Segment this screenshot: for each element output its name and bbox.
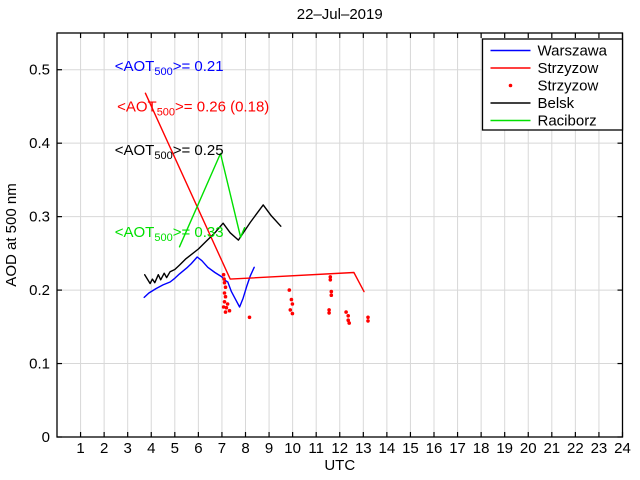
series-scatter-strzyzow — [221, 272, 370, 325]
scatter-point — [329, 289, 334, 294]
scatter-point — [221, 305, 226, 309]
scatter-point — [289, 297, 294, 302]
x-tick-label: 2 — [100, 440, 108, 457]
x-tick-label: 12 — [331, 440, 348, 457]
scatter-point — [329, 293, 334, 298]
x-tick-label: 15 — [402, 440, 419, 457]
x-tick-label: 1 — [76, 440, 84, 457]
scatter-point — [222, 291, 227, 295]
scatter-point — [328, 275, 333, 279]
series-line-warszawa — [143, 256, 255, 308]
x-tick-label: 11 — [308, 440, 324, 457]
scatter-point — [221, 272, 226, 277]
legend-label: Raciborz — [538, 113, 597, 130]
annotation-2: <AOT500>= 0.25 — [115, 142, 224, 162]
series-line-raciborz — [178, 152, 246, 248]
legend-label: Strzyzow — [538, 78, 599, 95]
annotation-0: <AOT500>= 0.21 — [115, 58, 224, 78]
x-tick-label: 20 — [520, 440, 537, 457]
x-tick-label: 17 — [449, 440, 466, 457]
legend-dot-sample — [508, 83, 513, 88]
legend-item-raciborz-4: Raciborz — [490, 113, 597, 130]
x-tick-label: 5 — [171, 440, 179, 457]
x-axis-label: UTC — [324, 457, 355, 474]
x-tick-label: 21 — [543, 440, 560, 457]
scatter-point — [327, 308, 331, 312]
x-tick-label: 14 — [379, 440, 396, 457]
scatter-point — [344, 310, 348, 314]
scatter-point — [247, 315, 252, 320]
series-line-strzyzow — [144, 92, 365, 293]
annotation-1: <AOT500>= 0.26 (0.18) — [117, 98, 269, 118]
scatter-point — [366, 315, 370, 320]
y-tick-label: 0 — [42, 429, 50, 446]
scatter-point — [347, 321, 352, 325]
scatter-point — [327, 311, 331, 315]
x-tick-label: 10 — [284, 440, 301, 457]
legend-label: Belsk — [538, 95, 575, 112]
x-tick-label: 13 — [355, 440, 372, 457]
scatter-point — [223, 310, 228, 314]
scatter-point — [222, 300, 227, 304]
x-tick-label: 4 — [147, 440, 155, 457]
y-tick-label: 0.3 — [29, 209, 50, 226]
scatter-point — [290, 311, 295, 316]
y-tick-label: 0.1 — [29, 356, 50, 373]
legend-label: Warszawa — [538, 43, 608, 60]
series-line-belsk — [143, 204, 282, 285]
x-tick-label: 9 — [265, 440, 273, 457]
x-tick-label: 6 — [194, 440, 202, 457]
scatter-point — [346, 314, 351, 318]
x-tick-label: 8 — [241, 440, 249, 457]
x-tick-label: 18 — [473, 440, 490, 457]
legend-box — [481, 38, 624, 131]
y-axis-label: AOD at 500 nm — [3, 183, 20, 286]
x-tick-label: 16 — [426, 440, 443, 457]
y-tick-label: 0.2 — [29, 282, 50, 299]
x-tick-label: 24 — [614, 440, 631, 457]
x-tick-label: 7 — [218, 440, 226, 457]
legend-item-strzyzow-1: Strzyzow — [490, 60, 599, 77]
x-tick-label: 22 — [567, 440, 584, 457]
scatter-point — [222, 280, 227, 285]
x-tick-label: 23 — [591, 440, 608, 457]
y-tick-label: 0.5 — [29, 62, 50, 79]
scatter-point — [223, 294, 228, 299]
scatter-point — [328, 278, 333, 282]
scatter-point — [224, 305, 229, 310]
scatter-point — [225, 302, 230, 306]
annotation-3: <AOT500>= 0.33 — [115, 224, 224, 244]
chart-title: 22–Jul–2019 — [297, 6, 383, 23]
legend-item-strzyzow-2: Strzyzow — [508, 78, 599, 95]
legend-item-warszawa-0: Warszawa — [490, 43, 608, 60]
legend-label: Strzyzow — [538, 60, 599, 77]
scatter-point — [366, 319, 370, 323]
x-tick-label: 3 — [124, 440, 132, 457]
x-tick-label: 19 — [496, 440, 513, 457]
scatter-point — [222, 277, 226, 281]
scatter-point — [290, 302, 295, 306]
legend-item-belsk-3: Belsk — [490, 95, 575, 112]
scatter-point — [227, 308, 232, 313]
scatter-point — [287, 288, 292, 292]
scatter-point — [346, 318, 351, 323]
y-tick-label: 0.4 — [29, 135, 50, 152]
scatter-point — [223, 285, 228, 290]
scatter-point — [288, 308, 293, 312]
